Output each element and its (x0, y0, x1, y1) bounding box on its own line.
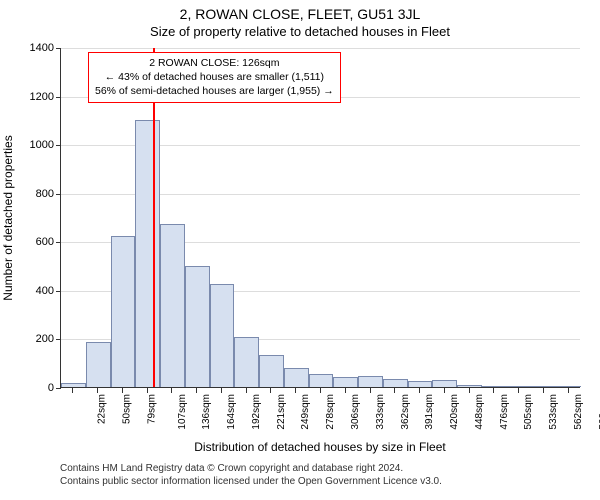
xtick-mark (221, 388, 222, 393)
xtick-mark (196, 388, 197, 393)
xtick-mark (394, 388, 395, 393)
histogram-bar (408, 381, 433, 387)
ytick-label: 1200 (0, 91, 54, 103)
histogram-bar (160, 224, 185, 387)
xtick-mark (171, 388, 172, 393)
ytick-mark (56, 242, 61, 243)
info-line-2: ← 43% of detached houses are smaller (1,… (95, 70, 334, 84)
xtick-mark (419, 388, 420, 393)
histogram-bar (210, 284, 235, 387)
histogram-bar (135, 120, 160, 387)
xtick-label: 533sqm (548, 394, 559, 430)
xtick-label: 164sqm (226, 394, 237, 430)
xtick-label: 278sqm (325, 394, 336, 430)
histogram-bar (284, 368, 309, 387)
xtick-label: 476sqm (499, 394, 510, 430)
xtick-label: 306sqm (350, 394, 361, 430)
info-box: 2 ROWAN CLOSE: 126sqm ← 43% of detached … (88, 52, 341, 103)
xtick-mark (295, 388, 296, 393)
xtick-label: 192sqm (251, 394, 262, 430)
ytick-mark (56, 97, 61, 98)
info-line-1: 2 ROWAN CLOSE: 126sqm (95, 56, 334, 70)
ytick-label: 800 (0, 188, 54, 200)
ytick-mark (56, 194, 61, 195)
ytick-label: 1400 (0, 42, 54, 54)
xtick-label: 22sqm (97, 394, 108, 424)
xtick-label: 420sqm (449, 394, 460, 430)
histogram-bar (507, 386, 532, 387)
ytick-mark (56, 48, 61, 49)
xtick-mark (97, 388, 98, 393)
xtick-label: 50sqm (122, 394, 133, 424)
xtick-mark (345, 388, 346, 393)
ytick-label: 600 (0, 236, 54, 248)
xtick-mark (147, 388, 148, 393)
grid-line (61, 48, 580, 49)
histogram-bar (259, 355, 284, 387)
info-line-3: 56% of semi-detached houses are larger (… (95, 84, 334, 98)
histogram-bar (86, 342, 111, 387)
xtick-label: 333sqm (375, 394, 386, 430)
xtick-label: 107sqm (177, 394, 188, 430)
histogram-bar (531, 386, 556, 387)
footer-line-2: Contains public sector information licen… (60, 475, 442, 488)
xtick-mark (270, 388, 271, 393)
x-axis-label: Distribution of detached houses by size … (60, 440, 580, 454)
y-axis-label: Number of detached properties (1, 135, 15, 300)
x-ticks: 22sqm 50sqm 79sqm 107sqm 136sqm 164sqm 192sqm 2… (60, 388, 580, 438)
xtick-mark (444, 388, 445, 393)
xtick-mark (320, 388, 321, 393)
histogram-bar (309, 374, 334, 387)
xtick-label: 221sqm (276, 394, 287, 430)
xtick-mark (493, 388, 494, 393)
histogram-bar (432, 380, 457, 387)
title-main: 2, ROWAN CLOSE, FLEET, GU51 3JL (0, 0, 600, 22)
histogram-bar (234, 337, 259, 387)
xtick-label: 136sqm (202, 394, 213, 430)
xtick-mark (543, 388, 544, 393)
histogram-bar (111, 236, 136, 387)
xtick-mark (122, 388, 123, 393)
xtick-mark (518, 388, 519, 393)
ytick-mark (56, 291, 61, 292)
ytick-label: 200 (0, 333, 54, 345)
ytick-mark (56, 145, 61, 146)
title-sub: Size of property relative to detached ho… (0, 22, 600, 39)
histogram-bar (333, 377, 358, 387)
ytick-label: 1000 (0, 139, 54, 151)
xtick-mark (246, 388, 247, 393)
xtick-label: 562sqm (573, 394, 584, 430)
xtick-label: 448sqm (474, 394, 485, 430)
histogram-bar (383, 379, 408, 388)
histogram-bar (556, 386, 581, 387)
footer-line-1: Contains HM Land Registry data © Crown c… (60, 462, 442, 475)
ytick-label: 400 (0, 285, 54, 297)
histogram-bar (61, 383, 86, 387)
ytick-label: 0 (0, 382, 54, 394)
ytick-mark (56, 339, 61, 340)
xtick-mark (72, 388, 73, 393)
histogram-bar (457, 385, 482, 387)
histogram-bar (358, 376, 383, 387)
xtick-mark (370, 388, 371, 393)
xtick-mark (469, 388, 470, 393)
xtick-label: 79sqm (146, 394, 157, 424)
histogram-bar (482, 386, 507, 387)
xtick-label: 249sqm (301, 394, 312, 430)
figure-container: 2, ROWAN CLOSE, FLEET, GU51 3JL Size of … (0, 0, 600, 500)
xtick-label: 505sqm (523, 394, 534, 430)
footer-attribution: Contains HM Land Registry data © Crown c… (60, 462, 442, 488)
xtick-label: 391sqm (424, 394, 435, 430)
histogram-bar (185, 266, 210, 387)
xtick-mark (568, 388, 569, 393)
xtick-label: 362sqm (400, 394, 411, 430)
